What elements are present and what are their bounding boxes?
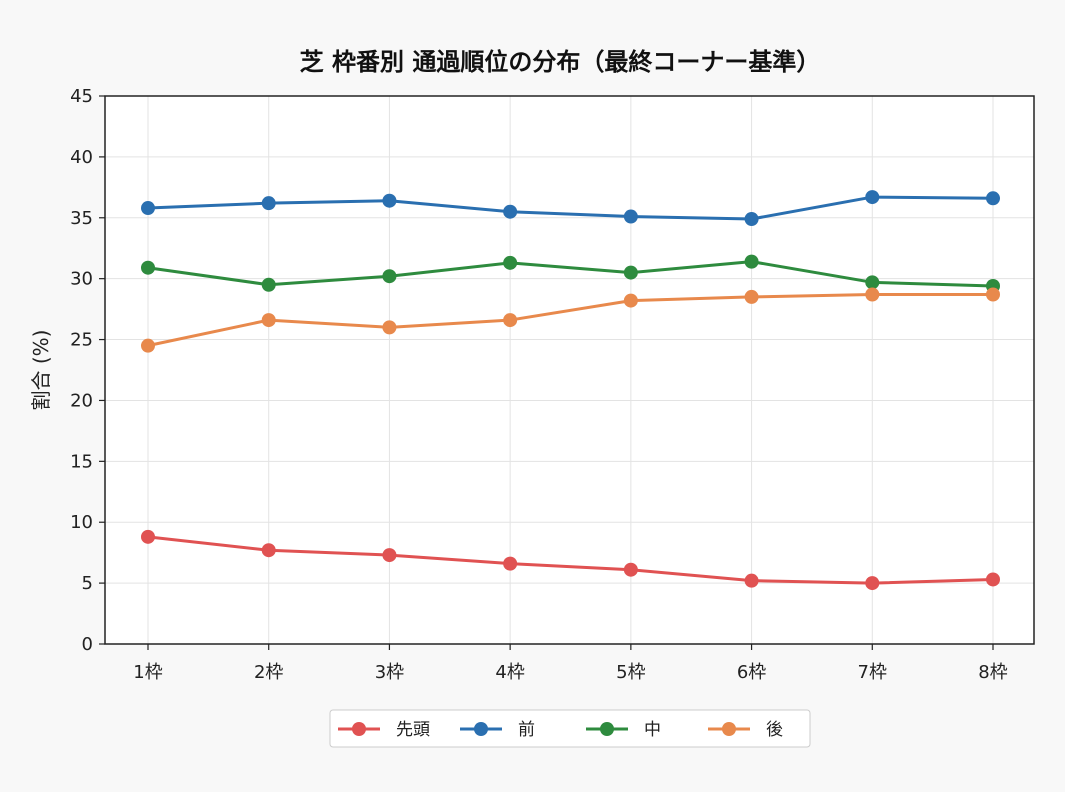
x-tick-label: 1枠 — [133, 662, 162, 683]
data-point — [623, 209, 638, 224]
legend-label: 前 — [518, 720, 535, 740]
x-tick-label: 4枠 — [495, 662, 524, 683]
y-tick-label: 0 — [82, 634, 93, 655]
data-point — [141, 201, 155, 216]
plot-frame — [104, 95, 1035, 645]
data-point — [141, 260, 155, 275]
data-point — [261, 277, 276, 292]
y-tick-label: 15 — [70, 451, 93, 472]
legend-swatch-marker — [722, 722, 736, 736]
legend: 先頭 前 中 後 — [329, 709, 811, 748]
y-tick-label: 20 — [70, 390, 93, 411]
x-tick-label: 7枠 — [858, 662, 887, 683]
data-point — [503, 255, 518, 270]
data-point — [744, 254, 759, 269]
legend-label: 中 — [644, 720, 661, 740]
data-point — [503, 313, 518, 328]
legend-swatch-marker — [600, 722, 614, 736]
data-point — [261, 543, 276, 558]
y-tick-label: 35 — [70, 208, 93, 229]
series-line — [147, 292, 993, 348]
data-point — [623, 265, 638, 280]
data-point — [382, 193, 397, 208]
x-tick-label: 6枠 — [737, 662, 766, 683]
data-point — [382, 548, 397, 563]
data-point — [744, 573, 759, 588]
data-point — [986, 191, 1000, 206]
y-tick-label: 30 — [70, 269, 93, 290]
data-point — [865, 287, 880, 302]
x-tick-label: 3枠 — [375, 662, 404, 683]
data-point — [503, 204, 518, 219]
legend-label: 先頭 — [396, 720, 430, 740]
legend-swatch-marker — [352, 722, 366, 736]
data-point — [382, 320, 397, 335]
y-tick-label: 45 — [70, 86, 93, 107]
y-tick-label: 25 — [70, 330, 93, 351]
data-point — [986, 287, 1000, 302]
data-point — [141, 529, 155, 544]
data-point — [382, 269, 397, 284]
plot-area — [105, 96, 1034, 644]
data-point — [503, 556, 518, 571]
data-point — [744, 289, 759, 304]
series — [141, 529, 1000, 591]
legend-label: 後 — [766, 720, 783, 740]
x-tick-label: 8枠 — [978, 662, 1007, 683]
data-point — [865, 190, 880, 205]
y-axis-label: 割合 (%) — [29, 330, 53, 411]
series — [141, 287, 1000, 353]
series-line — [147, 195, 994, 221]
data-point — [141, 338, 155, 353]
x-tick-label: 5枠 — [616, 662, 645, 683]
y-tick-label: 10 — [70, 512, 93, 533]
data-point — [865, 275, 880, 290]
chart-title: 芝 枠番別 通過順位の分布（最終コーナー基準） — [300, 48, 821, 76]
data-point — [865, 576, 880, 591]
series — [141, 254, 1000, 293]
y-tick-label: 40 — [70, 147, 93, 168]
data-point — [261, 313, 276, 328]
series-line — [147, 260, 994, 288]
data-point — [261, 196, 276, 211]
data-point — [623, 562, 638, 577]
y-tick-label: 5 — [82, 573, 93, 594]
series — [141, 190, 1000, 226]
series-line — [147, 535, 994, 585]
data-point — [623, 293, 638, 308]
series-group — [141, 190, 1000, 591]
legend-box — [329, 709, 811, 748]
axes: 0 5 10 15 20 25 30 35 40 45 1枠 2枠 3枠 4枠 5枠 6枠 7枠 8枠 — [70, 86, 1008, 683]
legend-swatch-marker — [474, 722, 488, 736]
data-point — [986, 572, 1000, 587]
data-point — [744, 211, 759, 226]
x-tick-label: 2枠 — [254, 662, 283, 683]
